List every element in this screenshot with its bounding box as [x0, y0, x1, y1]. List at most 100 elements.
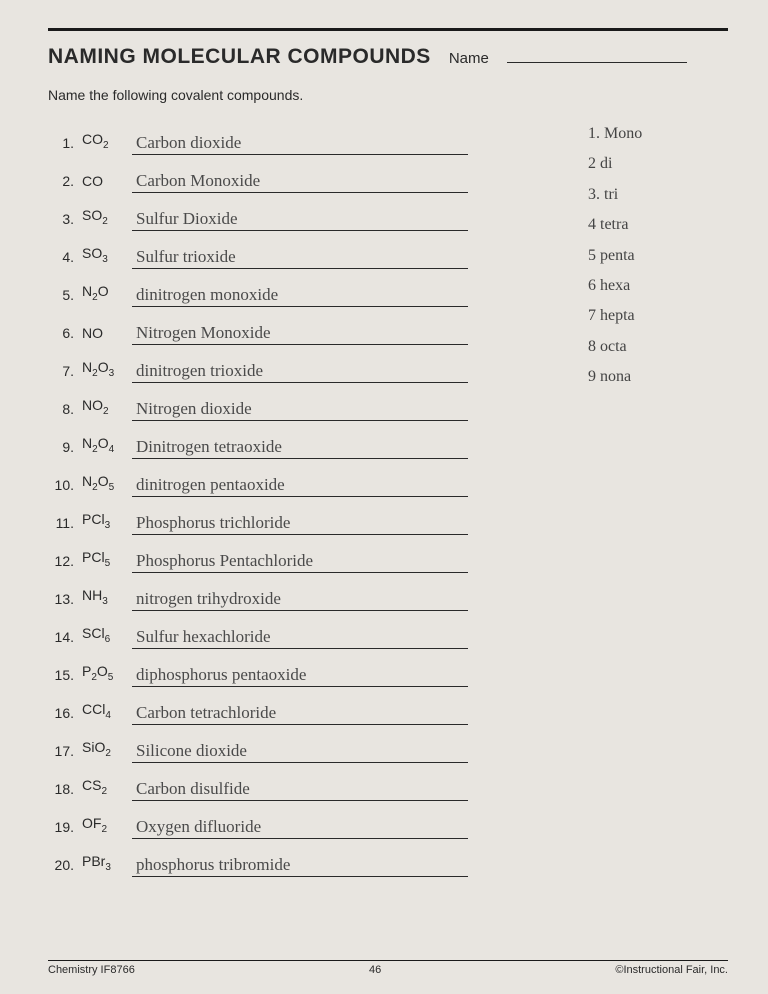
- prefix-note-item: 6 hexa: [588, 271, 642, 301]
- problem-row: 13. NH3 nitrogen trihydroxide: [48, 573, 468, 611]
- problem-row: 7. N2O3 dinitrogen trioxide: [48, 345, 468, 383]
- prefix-note-item: 7 hepta: [588, 301, 642, 331]
- header-row: NAMING MOLECULAR COMPOUNDS Name: [48, 45, 728, 69]
- problem-formula: N2O3: [82, 359, 124, 383]
- problem-row: 4. SO3 Sulfur trioxide: [48, 231, 468, 269]
- problem-formula: CO: [82, 173, 124, 193]
- prefix-note-item: 4 tetra: [588, 210, 642, 240]
- problem-row: 3. SO2 Sulfur Dioxide: [48, 193, 468, 231]
- footer-center: 46: [369, 964, 381, 976]
- prefix-notes: 1. Mono2 di3. tri4 tetra5 penta6 hexa7 h…: [588, 119, 642, 393]
- problem-formula: N2O5: [82, 473, 124, 497]
- problem-row: 18. CS2 Carbon disulfide: [48, 763, 468, 801]
- problem-formula: SO2: [82, 207, 124, 231]
- problem-answer[interactable]: Sulfur Dioxide: [132, 210, 468, 231]
- problem-formula: OF2: [82, 815, 124, 839]
- prefix-note-item: 9 nona: [588, 362, 642, 392]
- footer-right: ©Instructional Fair, Inc.: [615, 964, 728, 976]
- problem-number: 9.: [48, 439, 74, 459]
- problem-answer[interactable]: Nitrogen Monoxide: [132, 324, 468, 345]
- problem-answer[interactable]: Oxygen difluoride: [132, 818, 468, 839]
- problem-number: 18.: [48, 781, 74, 801]
- problem-number: 14.: [48, 629, 74, 649]
- content-row: 1.CO2Carbon dioxide2.COCarbon Monoxide3.…: [48, 117, 728, 877]
- problem-number: 15.: [48, 667, 74, 687]
- problem-number: 19.: [48, 819, 74, 839]
- problem-number: 20.: [48, 857, 74, 877]
- problem-answer[interactable]: Phosphorus Pentachloride: [132, 552, 468, 573]
- problem-number: 8.: [48, 401, 74, 421]
- problem-number: 10.: [48, 477, 74, 497]
- prefix-note-item: 2 di: [588, 149, 642, 179]
- problems-list: 1.CO2Carbon dioxide2.COCarbon Monoxide3.…: [48, 117, 468, 877]
- problem-answer[interactable]: Carbon tetrachloride: [132, 704, 468, 725]
- prefix-note-item: 3. tri: [588, 180, 642, 210]
- problem-number: 5.: [48, 287, 74, 307]
- problem-row: 8. NO2 Nitrogen dioxide: [48, 383, 468, 421]
- problem-formula: CO2: [82, 131, 124, 155]
- problem-answer[interactable]: Silicone dioxide: [132, 742, 468, 763]
- problem-formula: NO2: [82, 397, 124, 421]
- problem-row: 17. SiO2 Silicone dioxide: [48, 725, 468, 763]
- problem-formula: N2O4: [82, 435, 124, 459]
- problem-number: 7.: [48, 363, 74, 383]
- problem-answer[interactable]: Carbon dioxide: [132, 134, 468, 155]
- problem-row: 20. PBr3 phosphorus tribromide: [48, 839, 468, 877]
- problem-row: 11. PCl3 Phosphorus trichloride: [48, 497, 468, 535]
- problem-row: 16.CCl4Carbon tetrachloride: [48, 687, 468, 725]
- problem-number: 2.: [48, 173, 74, 193]
- problem-answer[interactable]: Nitrogen dioxide: [132, 400, 468, 421]
- name-label: Name: [449, 50, 489, 67]
- problem-number: 12.: [48, 553, 74, 573]
- problem-row: 14. SCl6 Sulfur hexachloride: [48, 611, 468, 649]
- top-rule: [48, 28, 728, 31]
- problem-answer[interactable]: phosphorus tribromide: [132, 856, 468, 877]
- problem-formula: SO3: [82, 245, 124, 269]
- problem-answer[interactable]: dinitrogen monoxide: [132, 286, 468, 307]
- problem-formula: N2O: [82, 283, 124, 307]
- problem-row: 6. NO Nitrogen Monoxide: [48, 307, 468, 345]
- problem-number: 4.: [48, 249, 74, 269]
- instruction-text: Name the following covalent compounds.: [48, 87, 728, 103]
- problem-formula: PBr3: [82, 853, 124, 877]
- problem-number: 6.: [48, 325, 74, 345]
- problem-number: 13.: [48, 591, 74, 611]
- problem-answer[interactable]: dinitrogen trioxide: [132, 362, 468, 383]
- problem-row: 5. N2O dinitrogen monoxide: [48, 269, 468, 307]
- problem-row: 2. CO Carbon Monoxide: [48, 155, 468, 193]
- problem-row: 10. N2O5 dinitrogen pentaoxide: [48, 459, 468, 497]
- problem-row: 1. CO2 Carbon dioxide: [48, 117, 468, 155]
- footer: Chemistry IF8766 46 ©Instructional Fair,…: [48, 960, 728, 976]
- problem-row: 12. PCl5 Phosphorus Pentachloride: [48, 535, 468, 573]
- problem-number: 3.: [48, 211, 74, 231]
- problem-number: 1.: [48, 135, 74, 155]
- problem-formula: P2O5: [82, 663, 124, 687]
- problem-answer[interactable]: diphosphorus pentaoxide: [132, 666, 468, 687]
- problem-answer[interactable]: Phosphorus trichloride: [132, 514, 468, 535]
- problem-answer[interactable]: Sulfur hexachloride: [132, 628, 468, 649]
- problem-answer[interactable]: nitrogen trihydroxide: [132, 590, 468, 611]
- problem-formula: SCl6: [82, 625, 124, 649]
- problem-formula: CCl4: [82, 701, 124, 725]
- problem-number: 17.: [48, 743, 74, 763]
- problem-formula: NO: [82, 325, 124, 345]
- prefix-note-item: 8 octa: [588, 332, 642, 362]
- problem-row: 15. P2O5 diphosphorus pentaoxide: [48, 649, 468, 687]
- problem-row: 19. OF2 Oxygen difluoride: [48, 801, 468, 839]
- problem-formula: PCl3: [82, 511, 124, 535]
- problem-formula: NH3: [82, 587, 124, 611]
- problem-answer[interactable]: dinitrogen pentaoxide: [132, 476, 468, 497]
- problem-number: 11.: [48, 515, 74, 535]
- name-input-line[interactable]: [507, 49, 687, 63]
- problem-answer[interactable]: Dinitrogen tetraoxide: [132, 438, 468, 459]
- problem-answer[interactable]: Carbon Monoxide: [132, 172, 468, 193]
- prefix-note-item: 5 penta: [588, 241, 642, 271]
- page-title: NAMING MOLECULAR COMPOUNDS: [48, 45, 431, 69]
- footer-left: Chemistry IF8766: [48, 964, 135, 976]
- problem-formula: SiO2: [82, 739, 124, 763]
- problem-answer[interactable]: Sulfur trioxide: [132, 248, 468, 269]
- problem-formula: CS2: [82, 777, 124, 801]
- problem-formula: PCl5: [82, 549, 124, 573]
- problem-row: 9. N2O4 Dinitrogen tetraoxide: [48, 421, 468, 459]
- problem-answer[interactable]: Carbon disulfide: [132, 780, 468, 801]
